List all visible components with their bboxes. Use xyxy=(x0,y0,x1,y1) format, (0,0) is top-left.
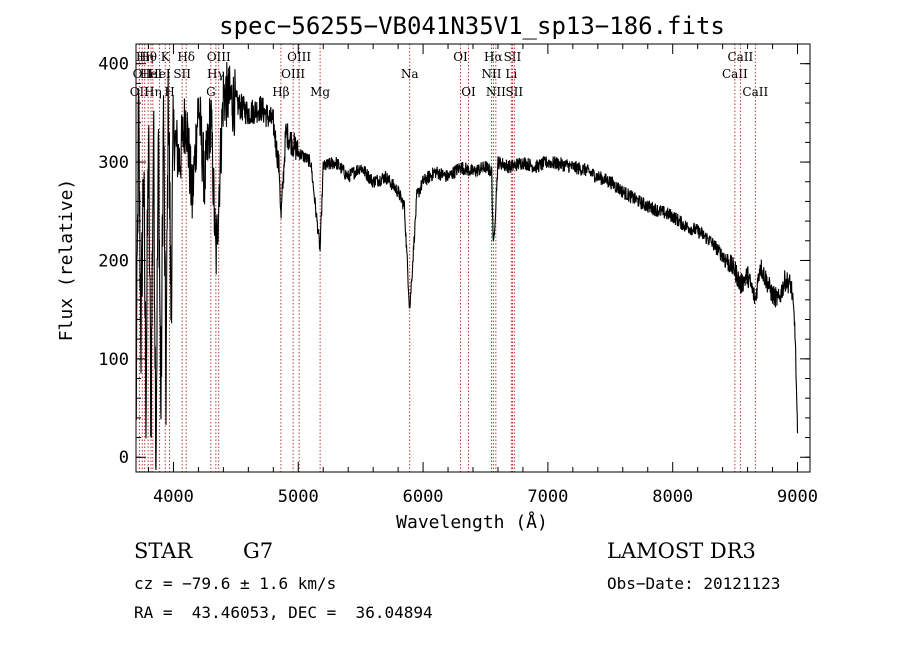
line-label-4: HeI xyxy=(140,67,163,81)
line-label-15: OIII xyxy=(281,67,305,81)
line-label-27: CaII xyxy=(722,67,748,81)
survey-name: LAMOST DR3 xyxy=(607,539,756,563)
line-label-13: OIII xyxy=(207,50,231,64)
line-label-7: K xyxy=(161,50,171,64)
line-label-9: SII xyxy=(173,67,191,81)
line-label-17: Mg xyxy=(310,85,330,99)
line-label-28: CaII xyxy=(727,50,753,64)
x-tick-label-1: 5000 xyxy=(278,487,319,507)
line-label-29: CaII xyxy=(742,85,768,99)
line-label-21: NII xyxy=(481,67,501,81)
y-tick-label-3: 300 xyxy=(98,153,129,173)
line-label-19: OI xyxy=(453,50,468,64)
line-label-22: Hα xyxy=(484,50,503,64)
line-label-8: H xyxy=(164,85,174,99)
object-class: STAR xyxy=(134,539,193,563)
y-axis-label: Flux (relative) xyxy=(56,179,77,342)
x-tick-label-5: 9000 xyxy=(777,487,818,507)
line-label-11: G xyxy=(206,85,216,99)
chart-title: spec−56255−VB041N35V1_sp13−186.fits xyxy=(219,12,725,40)
line-label-6: HeI xyxy=(148,67,171,81)
y-tick-label-1: 100 xyxy=(98,350,129,370)
line-label-25: SII xyxy=(504,50,522,64)
line-label-26: SII xyxy=(505,85,523,99)
line-label-3: Hθ xyxy=(139,50,157,64)
y-tick-label-0: 0 xyxy=(119,448,129,468)
line-label-10: Hδ xyxy=(177,50,195,64)
line-label-14: Hβ xyxy=(272,85,289,99)
object-subclass: G7 xyxy=(243,539,274,563)
line-label-12: Hγ xyxy=(207,67,225,81)
line-label-5: Hη xyxy=(144,85,162,99)
x-tick-label-2: 6000 xyxy=(403,487,444,507)
line-label-18: Na xyxy=(401,67,419,81)
line-label-16: OIII xyxy=(287,50,311,64)
line-label-2: Hη xyxy=(136,50,154,64)
line-label-20: OI xyxy=(461,85,476,99)
x-tick-label-3: 7000 xyxy=(527,487,568,507)
line-label-24: Li xyxy=(505,67,517,81)
line-label-23: NII xyxy=(486,85,506,99)
line-label-1: OII xyxy=(133,67,153,81)
observation-date: Obs−Date: 20121123 xyxy=(607,574,781,593)
spectrum-line xyxy=(135,62,799,471)
x-axis-label: Wavelength (Å) xyxy=(396,511,548,533)
axis-ticks: 4000 5000 6000 7000 8000 9000 0 100 200 300 400 xyxy=(98,43,818,507)
x-tick-label-4: 8000 xyxy=(652,487,693,507)
y-tick-label-4: 400 xyxy=(98,55,129,75)
redshift-cz: cz = −79.6 ± 1.6 km/s xyxy=(134,574,337,593)
line-label-0: OII xyxy=(130,85,150,99)
coordinates: RA = 43.46053, DEC = 36.04894 xyxy=(134,603,433,622)
x-tick-label-0: 4000 xyxy=(153,487,194,507)
plot-frame xyxy=(135,43,811,473)
y-tick-label-2: 200 xyxy=(98,251,129,271)
